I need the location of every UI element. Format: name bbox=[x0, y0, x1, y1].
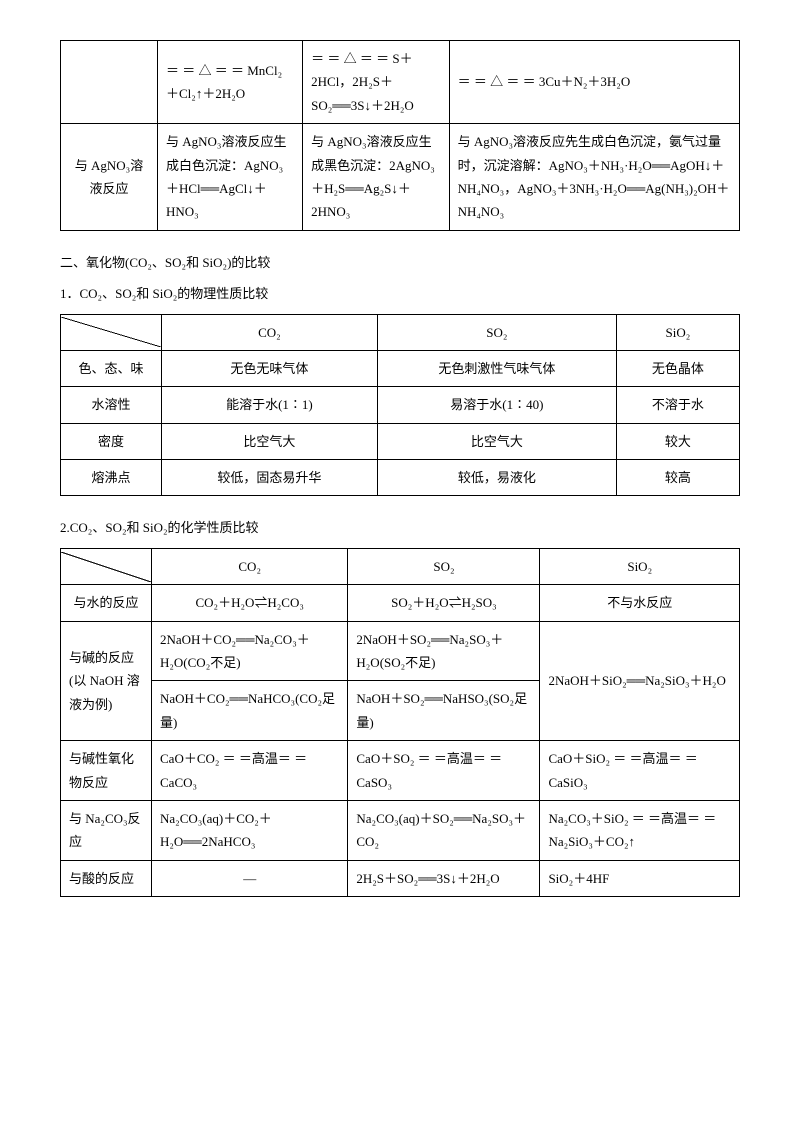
cell-header: SO₂ bbox=[348, 548, 540, 584]
cell: 与 AgNO₃溶液反应生成白色沉淀：AgNO₃＋HCl══AgCl↓＋HNO₃ bbox=[158, 124, 303, 231]
cell: 色、态、味 bbox=[61, 350, 162, 386]
cell: 与碱性氧化物反应 bbox=[61, 741, 152, 801]
cell: 较低，固态易升华 bbox=[162, 460, 378, 496]
cell: 能溶于水(1∶1) bbox=[162, 387, 378, 423]
cell: 不溶于水 bbox=[616, 387, 739, 423]
section-title: 二、氧化物(CO₂、SO₂和 SiO₂)的比较 bbox=[60, 251, 740, 274]
cell: 与碱的反应(以 NaOH 溶液为例) bbox=[61, 621, 152, 741]
table-physical-props: CO₂ SO₂ SiO₂ 色、态、味 无色无味气体 无色刺激性气味气体 无色晶体… bbox=[60, 314, 740, 497]
cell: 2NaOH＋SiO₂══Na₂SiO₃＋H₂O bbox=[540, 621, 740, 741]
cell-diag bbox=[61, 548, 152, 584]
cell: NaOH＋CO₂══NaHCO₃(CO₂足量) bbox=[152, 681, 348, 741]
cell-header: 与 AgNO₃溶液反应 bbox=[61, 124, 158, 231]
cell: CaO＋SO₂ ＝ ＝高温＝ ＝ CaSO₃ bbox=[348, 741, 540, 801]
cell: 与 AgNO₃溶液反应生成黑色沉淀：2AgNO₃＋H₂S══Ag₂S↓＋2HNO… bbox=[303, 124, 449, 231]
cell: 比空气大 bbox=[162, 423, 378, 459]
cell: ＝ ＝ △ ＝ ＝ MnCl₂＋Cl₂↑＋2H₂O bbox=[158, 41, 303, 124]
table-chemical-props: CO₂ SO₂ SiO₂ 与水的反应 CO₂＋H₂O⇌H₂CO₃ SO₂＋H₂O… bbox=[60, 548, 740, 897]
cell: NaOH＋SO₂══NaHSO₃(SO₂足量) bbox=[348, 681, 540, 741]
cell: ＝ ＝ △ ＝ ＝ S＋2HCl，2H₂S＋SO₂══3S↓＋2H₂O bbox=[303, 41, 449, 124]
cell-header: SiO₂ bbox=[540, 548, 740, 584]
table-row: ＝ ＝ △ ＝ ＝ MnCl₂＋Cl₂↑＋2H₂O ＝ ＝ △ ＝ ＝ S＋2H… bbox=[61, 41, 740, 124]
table-reactions: ＝ ＝ △ ＝ ＝ MnCl₂＋Cl₂↑＋2H₂O ＝ ＝ △ ＝ ＝ S＋2H… bbox=[60, 40, 740, 231]
table-row: 与碱性氧化物反应 CaO＋CO₂ ＝ ＝高温＝ ＝ CaCO₃ CaO＋SO₂ … bbox=[61, 741, 740, 801]
cell: 无色刺激性气味气体 bbox=[377, 350, 616, 386]
cell-header: CO₂ bbox=[162, 314, 378, 350]
cell: 与水的反应 bbox=[61, 585, 152, 621]
cell-header: SO₂ bbox=[377, 314, 616, 350]
cell: CaO＋SiO₂ ＝ ＝高温＝ ＝ CaSiO₃ bbox=[540, 741, 740, 801]
cell: 与 AgNO₃溶液反应先生成白色沉淀，氨气过量时，沉淀溶解：AgNO₃＋NH₃·… bbox=[449, 124, 739, 231]
sub-title: 1．CO₂、SO₂和 SiO₂的物理性质比较 bbox=[60, 282, 740, 305]
table-row: 与水的反应 CO₂＋H₂O⇌H₂CO₃ SO₂＋H₂O⇌H₂SO₃ 不与水反应 bbox=[61, 585, 740, 621]
cell: 2NaOH＋SO₂══Na₂SO₃＋H₂O(SO₂不足) bbox=[348, 621, 540, 681]
cell: Na₂CO₃(aq)＋SO₂══Na₂SO₃＋CO₂ bbox=[348, 800, 540, 860]
cell: 熔沸点 bbox=[61, 460, 162, 496]
cell: 2NaOH＋CO₂══Na₂CO₃＋H₂O(CO₂不足) bbox=[152, 621, 348, 681]
table-row: 水溶性 能溶于水(1∶1) 易溶于水(1∶40) 不溶于水 bbox=[61, 387, 740, 423]
cell: Na₂CO₃＋SiO₂ ＝ ＝高温＝ ＝ Na₂SiO₃＋CO₂↑ bbox=[540, 800, 740, 860]
table-row: CO₂ SO₂ SiO₂ bbox=[61, 548, 740, 584]
cell: Na₂CO₃(aq)＋CO₂＋H₂O══2NaHCO₃ bbox=[152, 800, 348, 860]
cell: 较高 bbox=[616, 460, 739, 496]
sub-title: 2.CO₂、SO₂和 SiO₂的化学性质比较 bbox=[60, 516, 740, 539]
table-row: 与 AgNO₃溶液反应 与 AgNO₃溶液反应生成白色沉淀：AgNO₃＋HCl═… bbox=[61, 124, 740, 231]
cell-header: SiO₂ bbox=[616, 314, 739, 350]
cell: 2H₂S＋SO₂══3S↓＋2H₂O bbox=[348, 860, 540, 896]
cell: 与酸的反应 bbox=[61, 860, 152, 896]
cell: 比空气大 bbox=[377, 423, 616, 459]
table-row: 密度 比空气大 比空气大 较大 bbox=[61, 423, 740, 459]
cell: 无色晶体 bbox=[616, 350, 739, 386]
table-row: 与 Na₂CO₃反应 Na₂CO₃(aq)＋CO₂＋H₂O══2NaHCO₃ N… bbox=[61, 800, 740, 860]
cell: SiO₂＋4HF bbox=[540, 860, 740, 896]
cell: 较大 bbox=[616, 423, 739, 459]
cell: ＝ ＝ △ ＝ ＝ 3Cu＋N₂＋3H₂O bbox=[449, 41, 739, 124]
table-row: 与酸的反应 — 2H₂S＋SO₂══3S↓＋2H₂O SiO₂＋4HF bbox=[61, 860, 740, 896]
cell: CaO＋CO₂ ＝ ＝高温＝ ＝ CaCO₃ bbox=[152, 741, 348, 801]
cell: SO₂＋H₂O⇌H₂SO₃ bbox=[348, 585, 540, 621]
cell-diag bbox=[61, 314, 162, 350]
table-row: 与碱的反应(以 NaOH 溶液为例) 2NaOH＋CO₂══Na₂CO₃＋H₂O… bbox=[61, 621, 740, 681]
cell: 不与水反应 bbox=[540, 585, 740, 621]
cell: 密度 bbox=[61, 423, 162, 459]
table-row: 熔沸点 较低，固态易升华 较低，易液化 较高 bbox=[61, 460, 740, 496]
cell: 易溶于水(1∶40) bbox=[377, 387, 616, 423]
table-row: CO₂ SO₂ SiO₂ bbox=[61, 314, 740, 350]
cell: 与 Na₂CO₃反应 bbox=[61, 800, 152, 860]
cell: 水溶性 bbox=[61, 387, 162, 423]
table-row: 色、态、味 无色无味气体 无色刺激性气味气体 无色晶体 bbox=[61, 350, 740, 386]
cell: — bbox=[152, 860, 348, 896]
cell-blank bbox=[61, 41, 158, 124]
cell-header: CO₂ bbox=[152, 548, 348, 584]
cell: 较低，易液化 bbox=[377, 460, 616, 496]
cell: 无色无味气体 bbox=[162, 350, 378, 386]
cell: CO₂＋H₂O⇌H₂CO₃ bbox=[152, 585, 348, 621]
